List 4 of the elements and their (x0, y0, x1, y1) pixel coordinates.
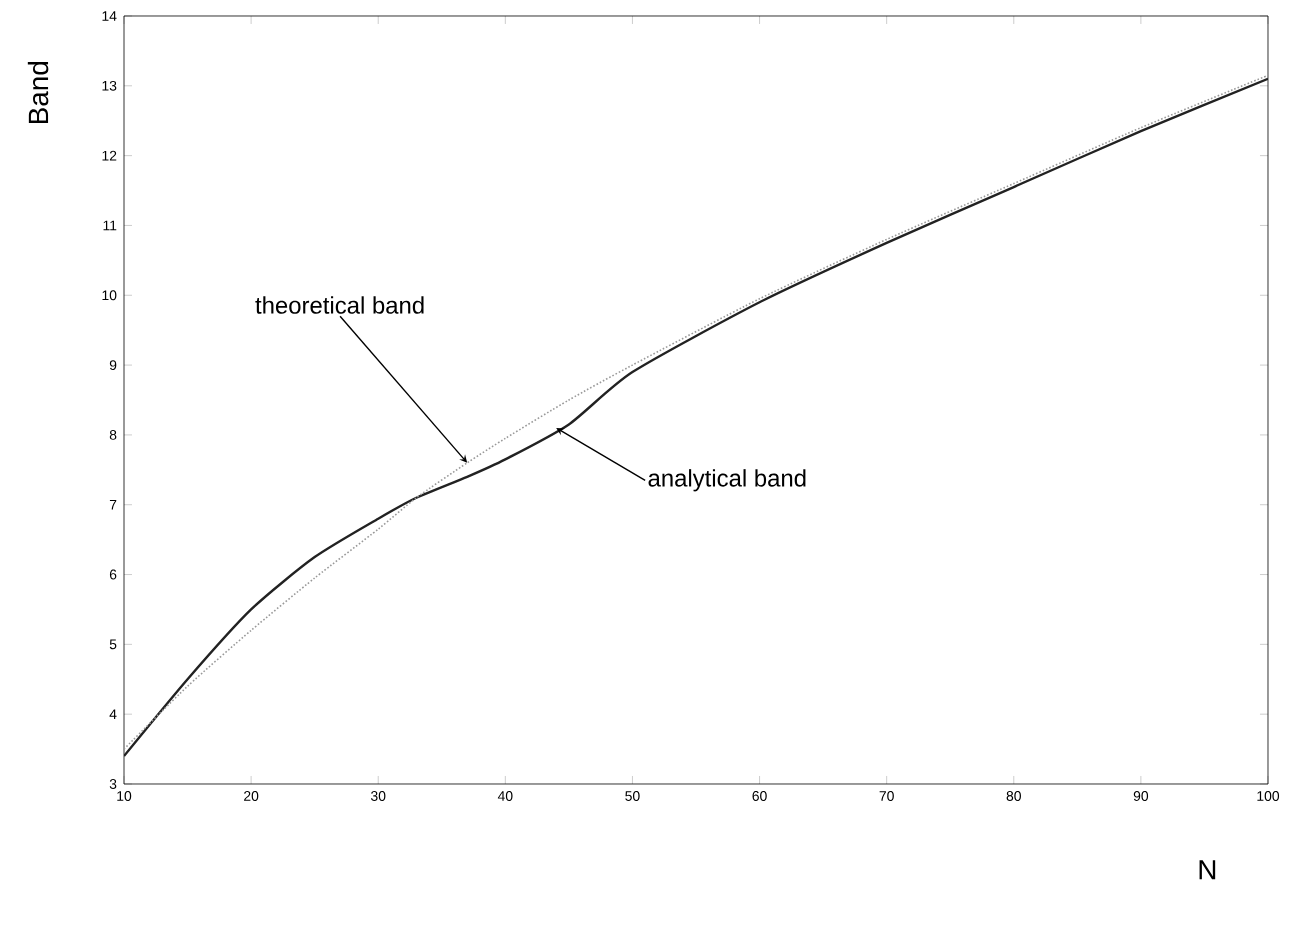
y-axis-title: Band (27, 62, 49, 124)
x-axis-title: N (1199, 860, 1216, 880)
annotation: theoretical band (255, 296, 424, 314)
annotation: analytical band (648, 469, 806, 492)
